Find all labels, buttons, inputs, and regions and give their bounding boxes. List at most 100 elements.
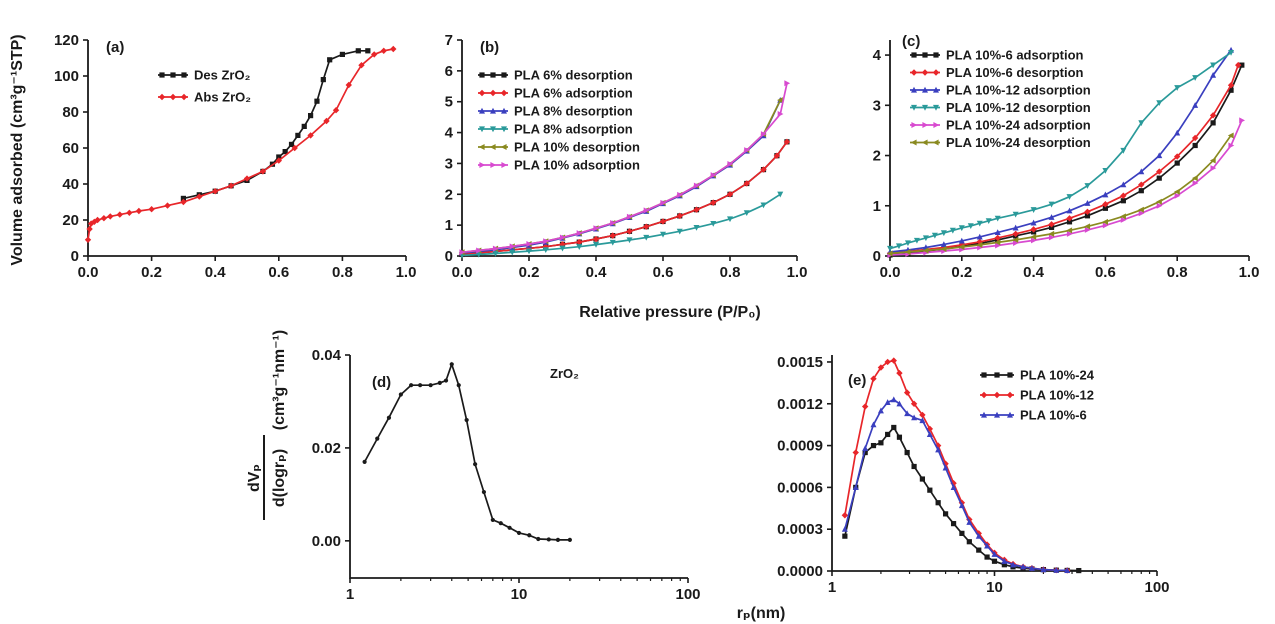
data-point bbox=[164, 202, 171, 209]
data-point bbox=[922, 247, 929, 254]
legend-label: PLA 10%-6 adsorption bbox=[946, 48, 1084, 63]
data-point bbox=[365, 48, 371, 54]
data-point bbox=[976, 547, 982, 553]
x-tick-label: 1.0 bbox=[1239, 264, 1260, 281]
legend-marker bbox=[1006, 391, 1014, 399]
data-point bbox=[744, 147, 750, 154]
legend-marker bbox=[500, 144, 507, 150]
data-point bbox=[942, 464, 949, 471]
data-point bbox=[559, 245, 566, 252]
data-point bbox=[710, 221, 717, 227]
data-point bbox=[1102, 168, 1109, 174]
data-point bbox=[841, 512, 849, 519]
x-tick-label: 100 bbox=[675, 586, 700, 603]
legend-marker bbox=[170, 72, 176, 78]
data-point bbox=[862, 449, 868, 456]
y-tick-label: 0 bbox=[445, 248, 453, 265]
data-point bbox=[1084, 200, 1091, 206]
data-point bbox=[295, 132, 301, 138]
data-point bbox=[1102, 218, 1108, 225]
data-point bbox=[543, 238, 549, 245]
y-tick-label: 2 bbox=[873, 148, 881, 165]
data-point bbox=[609, 232, 616, 239]
data-point bbox=[984, 554, 990, 560]
data-point bbox=[526, 248, 532, 255]
data-point bbox=[1102, 222, 1109, 229]
legend-marker bbox=[500, 89, 508, 97]
chart-panel-a: 0.0 0.2 0.4 0.6 0.8 1.0 0 20 40 60 80 100 120 (a) Des … bbox=[54, 32, 416, 281]
xlabel-relative-pressure: Relative pressure (P/P₀) bbox=[579, 304, 761, 321]
data-point bbox=[1066, 230, 1073, 237]
x-tick-label: 10 bbox=[986, 579, 1003, 596]
data-point bbox=[308, 113, 314, 119]
y-tick-label: 0.0009 bbox=[777, 438, 823, 455]
data-point bbox=[1028, 565, 1035, 571]
x-tick-label: 1 bbox=[828, 579, 836, 596]
legend-marker bbox=[933, 104, 939, 111]
data-point bbox=[1156, 198, 1162, 205]
data-point bbox=[1138, 181, 1145, 188]
data-point bbox=[576, 244, 583, 250]
data-point bbox=[958, 225, 965, 232]
data-point bbox=[1210, 165, 1217, 172]
data-point bbox=[885, 431, 891, 438]
legend-marker bbox=[922, 52, 928, 58]
data-point bbox=[375, 436, 380, 441]
y-tick-label: 0.00 bbox=[312, 533, 341, 550]
axis-frame bbox=[349, 355, 688, 579]
data-point bbox=[890, 396, 897, 403]
data-point bbox=[995, 242, 1001, 249]
ylabel-dv-denominator: d(logrₚ) bbox=[271, 449, 288, 507]
data-point bbox=[777, 111, 784, 118]
legend-marker bbox=[911, 52, 917, 58]
data-point bbox=[428, 383, 433, 388]
y-tick-label: 0.0012 bbox=[777, 396, 823, 413]
data-point bbox=[456, 383, 461, 388]
data-point bbox=[1001, 558, 1008, 564]
data-point bbox=[437, 380, 442, 385]
data-point bbox=[1030, 219, 1037, 226]
data-point bbox=[842, 533, 848, 539]
data-point bbox=[1120, 216, 1127, 223]
panel-label: (c) bbox=[902, 33, 920, 50]
data-point bbox=[227, 182, 235, 189]
data-point bbox=[904, 449, 910, 456]
x-tick-label: 1.0 bbox=[396, 264, 417, 281]
y-tick-label: 0.0015 bbox=[777, 354, 823, 371]
data-point bbox=[710, 199, 717, 206]
legend-marker bbox=[994, 411, 1000, 418]
data-point bbox=[542, 247, 549, 254]
data-point bbox=[958, 241, 965, 249]
legend-marker bbox=[159, 72, 165, 78]
data-point bbox=[1156, 152, 1163, 159]
legend: PLA 10%-24 PLA 10%-12 PLA 10%-6 bbox=[980, 368, 1095, 423]
data-point bbox=[362, 459, 367, 464]
data-point bbox=[418, 383, 423, 388]
data-point bbox=[180, 198, 187, 206]
data-point bbox=[509, 243, 516, 250]
data-point bbox=[1030, 226, 1037, 233]
y-tick-label: 80 bbox=[62, 104, 79, 121]
series-line bbox=[844, 426, 1079, 572]
data-point bbox=[593, 225, 600, 232]
data-point bbox=[904, 240, 911, 247]
data-point bbox=[660, 231, 666, 238]
data-point bbox=[473, 462, 478, 467]
legend-marker bbox=[932, 139, 939, 146]
legend-label: Des ZrO₂ bbox=[194, 68, 251, 83]
series-line bbox=[87, 48, 394, 240]
y-tick-label: 0.0006 bbox=[777, 479, 823, 496]
series-line bbox=[363, 361, 570, 541]
legend-marker bbox=[921, 139, 928, 146]
legend-marker bbox=[490, 107, 496, 114]
data-point bbox=[896, 434, 903, 440]
data-point bbox=[180, 195, 186, 201]
data-point bbox=[949, 227, 956, 234]
panel-label: (a) bbox=[106, 39, 124, 56]
legend-marker bbox=[490, 72, 496, 78]
y-tick-label: 1 bbox=[873, 198, 881, 215]
legend-marker bbox=[479, 162, 486, 168]
data-point bbox=[710, 172, 717, 179]
data-point bbox=[934, 442, 942, 449]
